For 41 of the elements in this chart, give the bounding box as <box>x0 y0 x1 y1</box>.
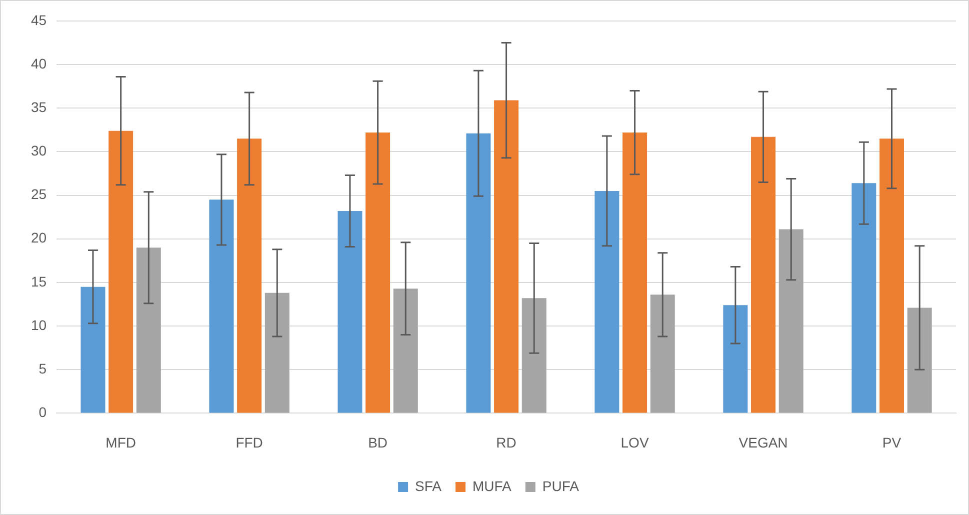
bar <box>393 288 418 413</box>
bar <box>237 138 262 413</box>
x-tick-label: MFD <box>106 434 136 450</box>
y-tick-label: 20 <box>30 230 47 246</box>
x-tick-label: BD <box>368 434 388 450</box>
y-tick-label: 30 <box>30 142 47 159</box>
bar <box>136 248 161 413</box>
bar <box>466 133 491 413</box>
legend-label: SFA <box>415 478 442 494</box>
y-tick-label: 25 <box>30 186 47 202</box>
bar <box>594 190 620 413</box>
y-tick-label: 5 <box>38 360 47 376</box>
legend-label: PUFA <box>542 478 580 494</box>
bar <box>522 298 546 413</box>
x-tick-label: FFD <box>236 434 263 450</box>
bar <box>209 200 234 413</box>
y-tick-label: 0 <box>38 404 47 420</box>
bar <box>80 286 106 413</box>
bar <box>494 100 519 413</box>
legend-label: MUFA <box>472 478 512 494</box>
bar <box>108 130 134 413</box>
bar <box>622 132 648 413</box>
bar <box>650 294 675 413</box>
x-tick-label: VEGAN <box>738 434 788 450</box>
y-tick-label: 45 <box>30 12 47 28</box>
bar <box>907 308 932 413</box>
bar <box>723 305 748 413</box>
bar <box>852 183 876 413</box>
y-tick-label: 15 <box>30 273 47 290</box>
bar <box>778 229 804 413</box>
y-tick-label: 10 <box>30 316 47 333</box>
bar <box>366 132 390 413</box>
x-tick-label: LOV <box>620 434 650 450</box>
bar <box>264 292 290 413</box>
y-tick-label: 40 <box>30 55 47 72</box>
bar <box>880 138 904 413</box>
bar <box>751 136 776 413</box>
bar <box>338 211 362 413</box>
x-tick-label: PV <box>882 434 902 450</box>
x-tick-label: RD <box>496 434 516 450</box>
y-tick-label: 35 <box>30 99 47 116</box>
